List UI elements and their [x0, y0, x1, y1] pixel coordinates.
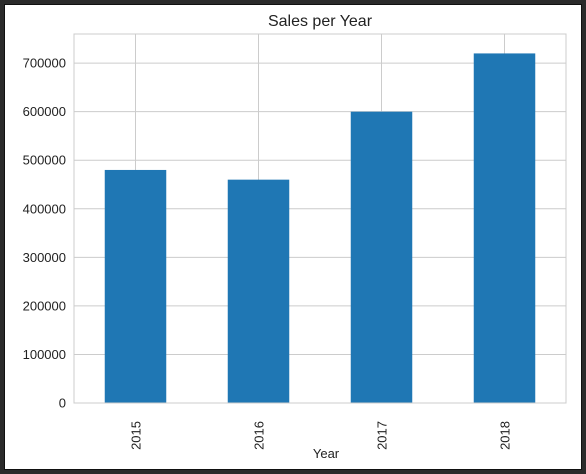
y-tick-label: 300000 — [23, 250, 66, 265]
bar-chart: 0 100000 200000 300000 400000 500000 600000 700… — [23, 13, 567, 461]
plot-border — [73, 33, 567, 404]
y-tick-label: 600000 — [23, 104, 66, 119]
chart-frame: 0 100000 200000 300000 400000 500000 600000 700… — [4, 4, 582, 470]
chart-title: Sales per Year — [268, 13, 373, 30]
x-tick-label: 2018 — [498, 421, 513, 450]
x-tick-label: 2015 — [129, 421, 144, 450]
bar-2015 — [104, 169, 167, 403]
y-axis-ticks: 0 100000 200000 300000 400000 500000 600000 700… — [23, 56, 66, 411]
bars — [104, 53, 536, 404]
x-tick-label: 2016 — [252, 421, 267, 450]
y-tick-label: 500000 — [23, 153, 66, 168]
bar-2016 — [227, 179, 290, 403]
x-axis-ticks: 2015 2016 2017 2018 — [129, 421, 513, 450]
x-axis-label: Year — [313, 446, 340, 461]
y-tick-label: 200000 — [23, 298, 66, 313]
y-tick-label: 400000 — [23, 201, 66, 216]
bar-2017 — [350, 111, 413, 404]
x-tick-label: 2017 — [375, 421, 390, 450]
bar-2018 — [473, 53, 536, 403]
y-tick-label: 0 — [59, 396, 66, 411]
y-tick-label: 100000 — [23, 347, 66, 362]
y-tick-label: 700000 — [23, 56, 66, 71]
